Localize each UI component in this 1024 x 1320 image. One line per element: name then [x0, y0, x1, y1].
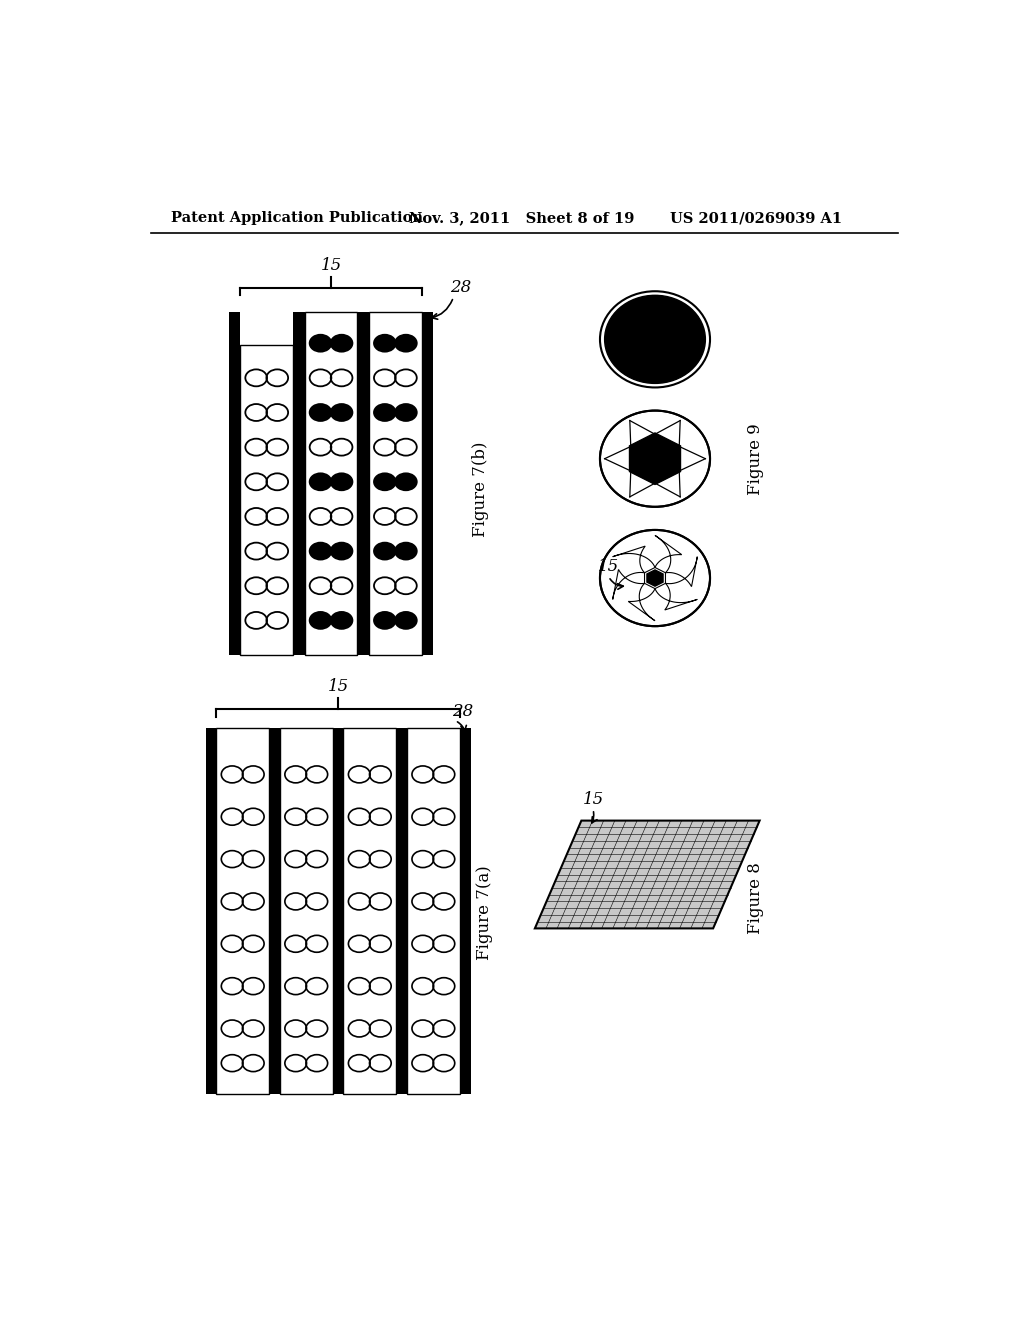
Polygon shape: [655, 583, 697, 610]
Text: Patent Application Publication: Patent Application Publication: [171, 211, 423, 226]
Ellipse shape: [374, 612, 395, 628]
Text: 28: 28: [452, 702, 473, 719]
Bar: [269, 729, 280, 1094]
Text: Figure 7(b): Figure 7(b): [472, 442, 489, 537]
Ellipse shape: [331, 612, 352, 628]
Bar: [422, 313, 433, 655]
Ellipse shape: [374, 335, 395, 351]
Polygon shape: [612, 546, 655, 573]
Bar: [293, 313, 305, 655]
Text: 15: 15: [598, 558, 620, 576]
Bar: [357, 313, 369, 655]
Ellipse shape: [309, 474, 332, 490]
Bar: [241, 345, 293, 655]
Text: US 2011/0269039 A1: US 2011/0269039 A1: [671, 211, 843, 226]
Ellipse shape: [309, 335, 332, 351]
Polygon shape: [655, 536, 682, 573]
Ellipse shape: [395, 335, 417, 351]
Ellipse shape: [395, 404, 417, 421]
Bar: [396, 729, 407, 1094]
Ellipse shape: [604, 296, 706, 383]
Bar: [333, 729, 343, 1094]
Text: 15: 15: [583, 791, 603, 808]
Text: 28: 28: [450, 280, 471, 296]
Bar: [280, 729, 333, 1094]
Text: Figure 7(a): Figure 7(a): [476, 866, 493, 961]
Ellipse shape: [374, 404, 395, 421]
Polygon shape: [647, 570, 664, 586]
Text: 15: 15: [321, 257, 342, 275]
Ellipse shape: [309, 543, 332, 560]
Text: Nov. 3, 2011   Sheet 8 of 19: Nov. 3, 2011 Sheet 8 of 19: [409, 211, 634, 226]
Ellipse shape: [309, 612, 332, 628]
Ellipse shape: [331, 474, 352, 490]
Bar: [460, 729, 471, 1094]
Polygon shape: [629, 583, 655, 620]
Bar: [216, 729, 269, 1094]
Ellipse shape: [604, 535, 706, 622]
Ellipse shape: [395, 474, 417, 490]
Text: Figure 8: Figure 8: [748, 862, 764, 933]
Polygon shape: [612, 569, 644, 599]
Text: 15: 15: [328, 678, 348, 696]
Polygon shape: [630, 433, 681, 484]
Bar: [305, 313, 357, 655]
Ellipse shape: [309, 404, 332, 421]
Ellipse shape: [374, 474, 395, 490]
Ellipse shape: [331, 335, 352, 351]
Polygon shape: [666, 557, 697, 586]
Ellipse shape: [331, 404, 352, 421]
Ellipse shape: [395, 543, 417, 560]
Ellipse shape: [374, 543, 395, 560]
Text: Figure 9: Figure 9: [748, 422, 764, 495]
Bar: [343, 729, 396, 1094]
Bar: [407, 729, 460, 1094]
Bar: [206, 729, 216, 1094]
Ellipse shape: [395, 612, 417, 628]
Bar: [369, 313, 422, 655]
Bar: [228, 313, 241, 655]
Polygon shape: [535, 821, 760, 928]
Ellipse shape: [604, 414, 706, 503]
Ellipse shape: [331, 543, 352, 560]
